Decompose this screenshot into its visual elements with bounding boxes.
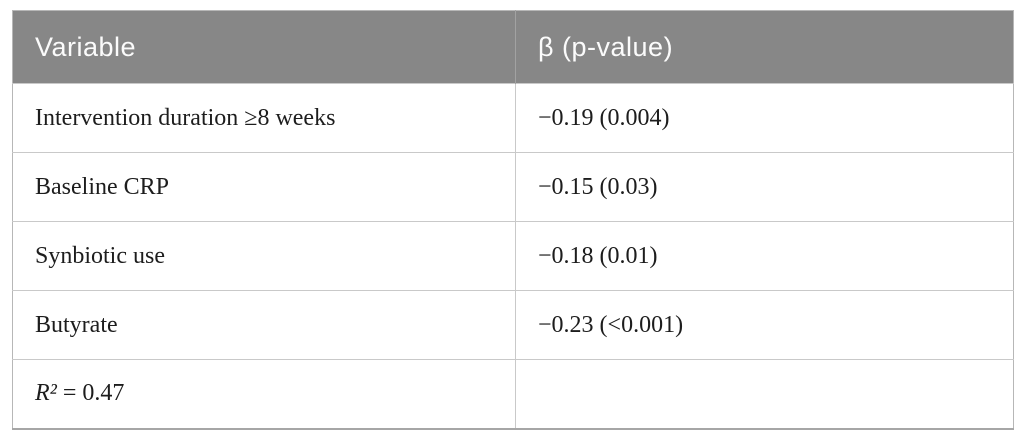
- table-header-row: Variable β (p-value): [12, 10, 1014, 84]
- r-squared-cell: R² = 0.47: [12, 359, 516, 429]
- empty-beta-cell: [515, 359, 1014, 429]
- beta-cell: −0.19 (0.004): [515, 83, 1014, 153]
- table-row-r-squared: R² = 0.47: [12, 359, 1014, 429]
- column-header-variable: Variable: [12, 10, 516, 84]
- column-header-beta-p-value: β (p-value): [515, 10, 1014, 84]
- regression-results-table: Variable β (p-value) Intervention durati…: [12, 10, 1014, 430]
- table-row-butyrate: Butyrate −0.23 (<0.001): [12, 290, 1014, 360]
- beta-cell: −0.23 (<0.001): [515, 290, 1014, 360]
- variable-cell: Butyrate: [12, 290, 516, 360]
- beta-cell: −0.15 (0.03): [515, 152, 1014, 222]
- r-squared-symbol: R²: [35, 380, 57, 407]
- r-squared-value: = 0.47: [56, 380, 125, 407]
- variable-cell: Baseline CRP: [12, 152, 516, 222]
- table-row-intervention-duration: Intervention duration ≥8 weeks −0.19 (0.…: [12, 83, 1014, 153]
- variable-cell: Intervention duration ≥8 weeks: [12, 83, 516, 153]
- table-row-baseline-crp: Baseline CRP −0.15 (0.03): [12, 152, 1014, 222]
- table-row-synbiotic-use: Synbiotic use −0.18 (0.01): [12, 221, 1014, 291]
- beta-cell: −0.18 (0.01): [515, 221, 1014, 291]
- variable-cell: Synbiotic use: [12, 221, 516, 291]
